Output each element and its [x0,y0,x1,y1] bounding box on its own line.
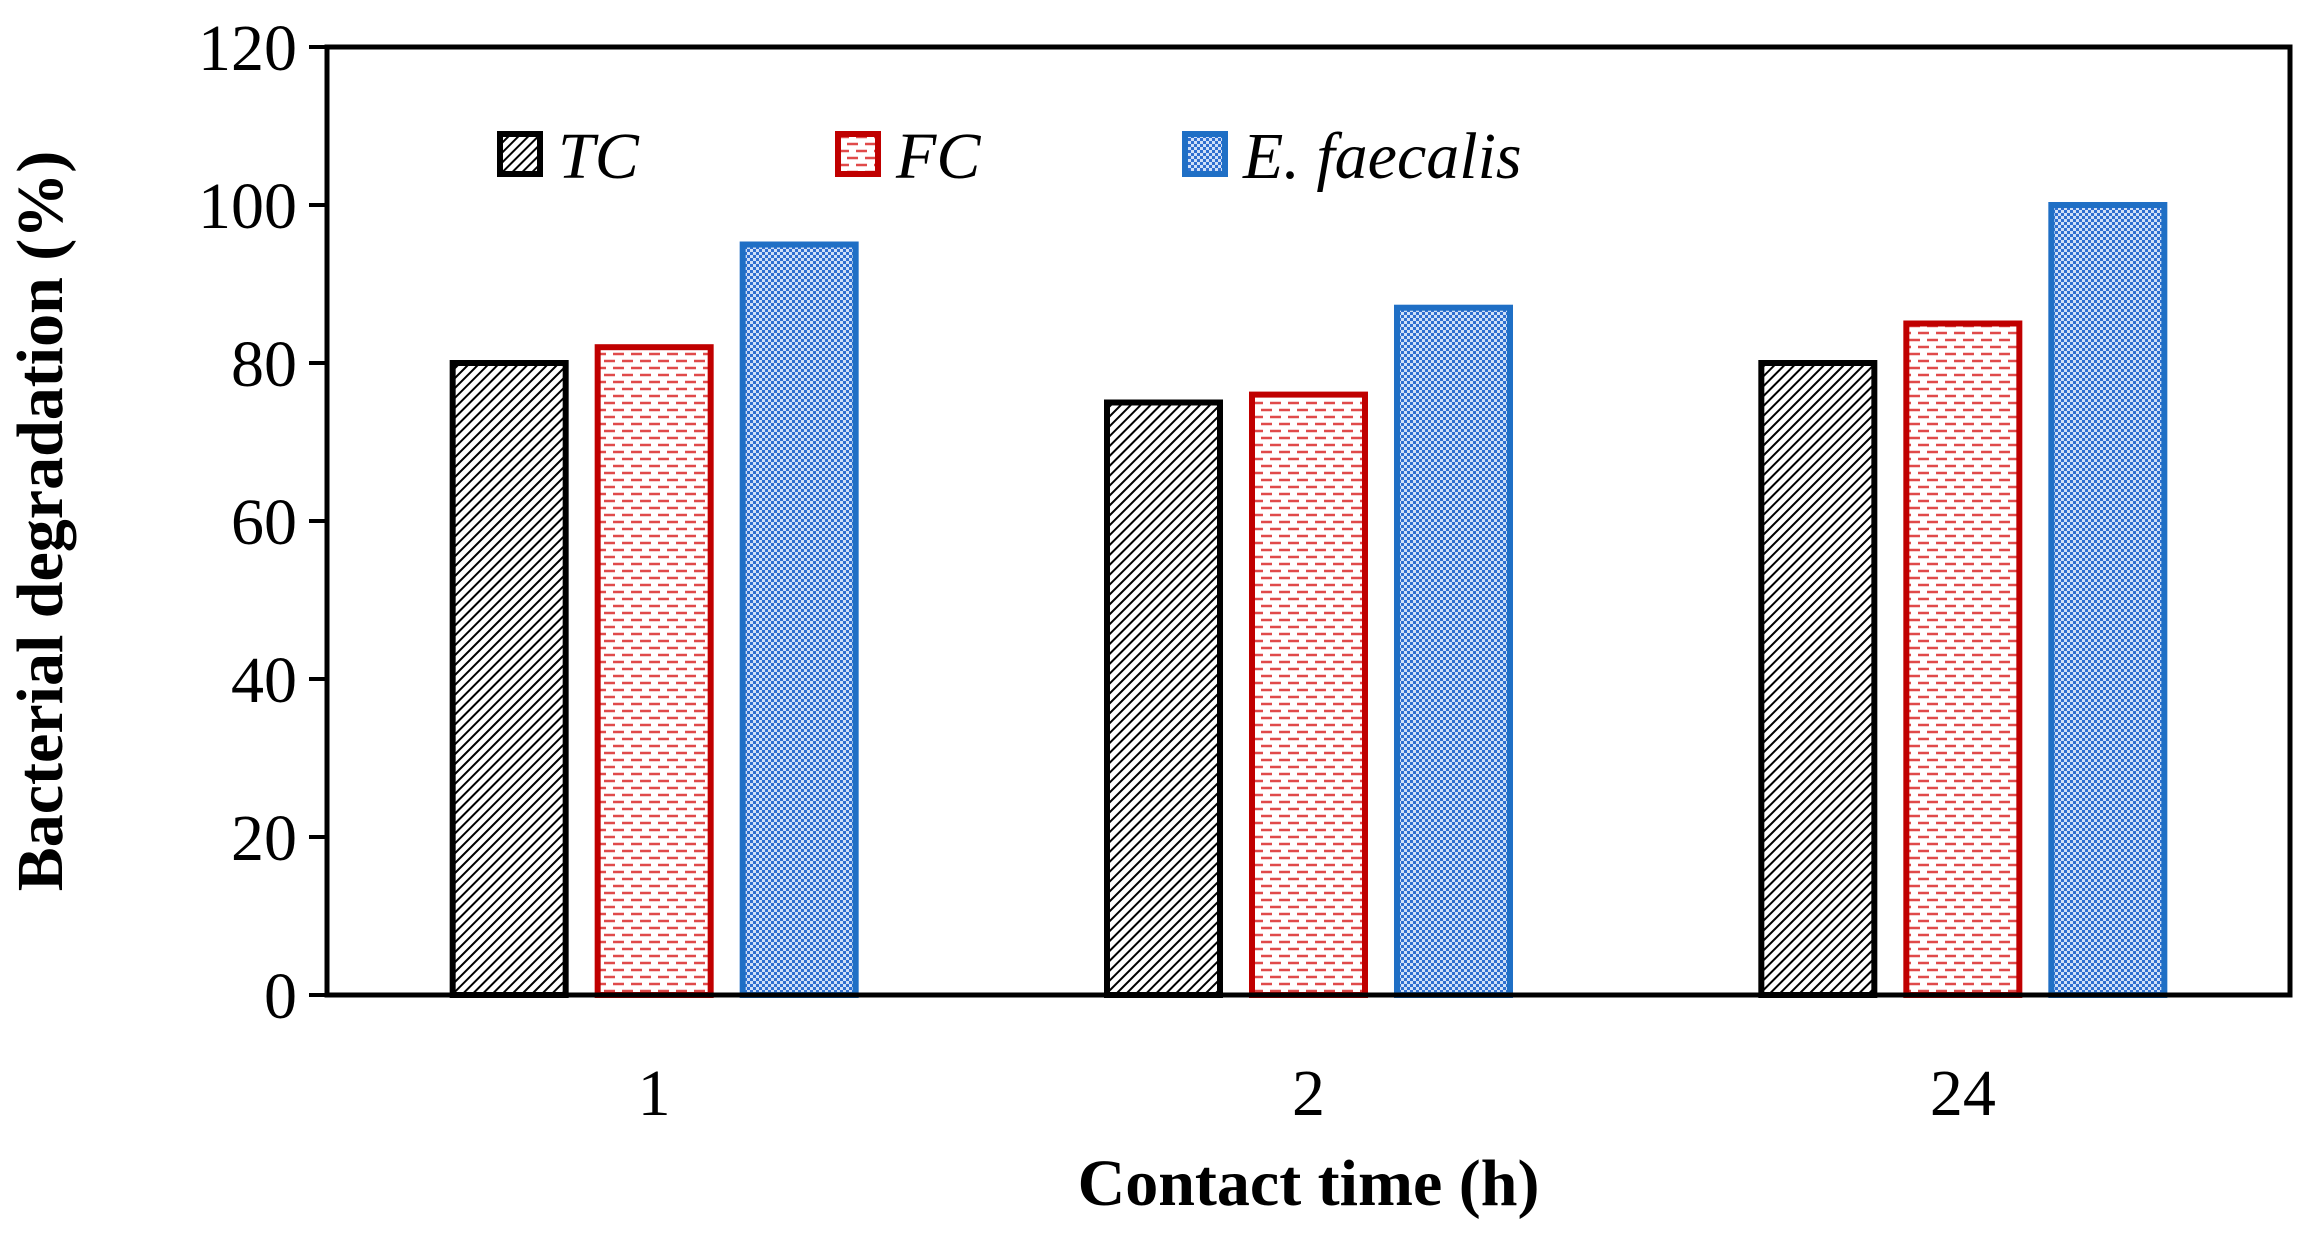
bar-tc-24h [1758,360,1878,998]
legend-swatch-fc [835,131,881,177]
bar-e-faecalis-24h [2048,202,2168,998]
bar-fc-1h [594,344,714,998]
y-tick-label: 20 [231,802,297,875]
bar-e-faecalis-1h [739,241,859,998]
y-axis-title: Bacterial degradation (%) [4,151,77,892]
y-tick-label: 120 [198,12,297,85]
bars [449,202,2168,999]
x-tick-label: 1 [638,1057,671,1130]
bar-e-faecalis-2h [1394,304,1513,998]
y-tick-label: 40 [231,644,297,717]
legend-label: TC [558,120,640,193]
bar-tc-2h [1104,399,1223,998]
y-tick-label: 100 [198,170,297,243]
bar-fc-2h [1249,391,1368,999]
legend-swatch-tc [497,131,543,177]
bar-fc-24h [1903,320,2023,998]
legend-label: FC [895,120,981,193]
x-tick-label: 2 [1292,1057,1325,1130]
legend-label: E. faecalis [1242,120,1522,193]
legend-swatch-e-faecalis [1182,131,1228,177]
plot-area-frame [324,44,2293,998]
x-tick-label: 24 [1930,1057,1996,1130]
y-axis: 0 20 40 60 80 100 120 [198,12,327,1033]
y-tick-label: 80 [231,328,297,401]
bar-tc-1h [449,360,569,998]
x-axis-title: Contact time (h) [1078,1147,1540,1220]
y-tick-label: 60 [231,486,297,559]
x-axis: 1 2 24 [638,1057,1996,1130]
y-tick-label: 0 [264,960,297,1033]
legend: TC FC E. faecalis [497,120,1522,193]
